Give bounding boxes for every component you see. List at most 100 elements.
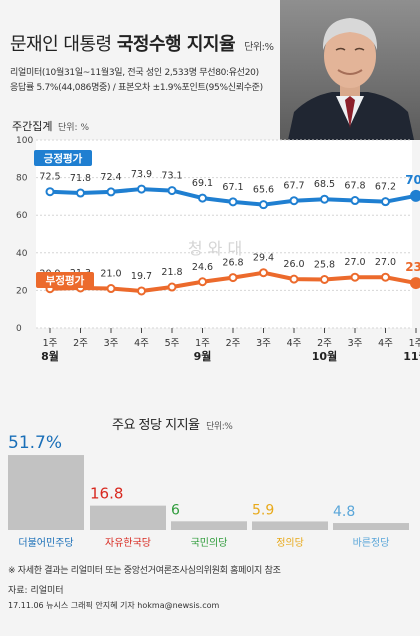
party-value-label: 5.9: [252, 502, 274, 518]
x-tick-label: 3주: [348, 338, 363, 349]
data-point: [137, 286, 146, 296]
y-tick-label: 80: [16, 174, 28, 184]
party-bar: [171, 521, 247, 530]
survey-line-1: 리얼미터(10월31일~11월3일, 전국 성인 2,533명 무선80:유선2…: [10, 68, 259, 78]
x-tick-label: 3주: [104, 338, 119, 349]
data-point: [259, 268, 268, 278]
data-label: 71.8: [70, 173, 91, 184]
data-point: [381, 197, 390, 207]
footer-credit: 17.11.06 뉴시스 그래픽 안지혜 기자 hokma@newsis.com: [8, 601, 220, 610]
party-bar: [252, 521, 328, 530]
party-value-label: 4.8: [333, 504, 355, 520]
plot-area: [36, 140, 412, 328]
month-label: 9월: [194, 349, 212, 363]
data-label: 72.4: [100, 172, 121, 183]
data-point: [198, 277, 207, 287]
data-point: [106, 187, 116, 197]
data-label: 68.5: [314, 179, 335, 190]
x-tick-label: 1주: [409, 338, 420, 349]
x-tick-label: 1주: [43, 338, 58, 349]
data-point: [198, 193, 207, 203]
party-name-label: 자유한국당: [105, 537, 151, 549]
data-label: 67.1: [222, 182, 243, 193]
series-name-box: [34, 150, 92, 166]
title-unit: 단위:%: [244, 42, 274, 53]
data-label: 25.8: [314, 259, 335, 270]
weekly-label: 주간집계 단위: %: [12, 118, 89, 134]
data-label: 29.4: [253, 253, 274, 264]
weekly-unit: 단위: %: [57, 123, 89, 133]
data-label: 27.0: [375, 257, 396, 268]
party-bar-chart: 51.7% 더불어민주당 16.8 자유한국당 6 국민의당 5.9 정의당 4.8 바른정당: [8, 433, 409, 549]
party-name-label: 정의당: [276, 537, 304, 549]
data-label: 27.0: [344, 257, 365, 268]
data-point: [350, 196, 360, 206]
data-label: 67.7: [283, 181, 304, 192]
y-tick-label: 0: [16, 324, 22, 334]
data-label: 73.1: [161, 171, 182, 182]
x-tick-label: 2주: [226, 338, 241, 349]
party-section-title: 주요 정당 지지율 단위:%: [112, 414, 233, 433]
data-point: [106, 284, 116, 294]
line-chart-series: 72.5 71.8 72.4 73.9 73.1 69.1 67.1 65.6 67.7 68.5…: [34, 150, 420, 296]
x-tick-label: 4주: [287, 338, 302, 349]
data-label: 24.6: [192, 262, 213, 273]
party-title-text: 주요 정당 지지율: [112, 418, 200, 433]
footer-source: 자료: 리얼미터: [8, 586, 64, 596]
series-name: 부정평가: [46, 274, 85, 287]
x-tick-label: 4주: [134, 338, 149, 349]
data-label: 21.0: [100, 269, 121, 280]
data-label: 26.8: [222, 258, 243, 269]
party-name-label: 국민의당: [191, 537, 228, 549]
data-label: 70.3: [405, 173, 420, 187]
y-tick-label: 20: [16, 286, 28, 296]
data-label: 19.7: [131, 271, 152, 282]
data-point: [76, 188, 85, 198]
survey-line-2: 응답률 5.7%(44,086명중) / 표본오차 ±1.9%포인트(95%신뢰…: [10, 83, 263, 93]
x-tick-label: 2주: [317, 338, 332, 349]
data-label: 26.0: [283, 259, 304, 270]
data-point: [167, 186, 177, 196]
party-value-label: 51.7%: [8, 433, 62, 453]
data-point: [410, 277, 420, 290]
x-tick-label: 1주: [195, 338, 210, 349]
data-point: [410, 189, 420, 202]
title-bold: 국정수행 지지율: [116, 34, 236, 55]
footer-note: ※ 자세한 결과는 리얼미터 또는 중앙선거여론조사심의위원회 홈페이지 참조: [8, 566, 281, 576]
data-point: [228, 197, 238, 207]
data-label: 69.1: [192, 178, 213, 189]
y-tick-label: 60: [16, 211, 28, 221]
series-name: 긍정평가: [44, 152, 83, 165]
data-point: [381, 272, 390, 282]
line-chart-x-axis: 1주2주3주4주5주1주2주3주4주2주3주4주1주8월9월10월11월: [41, 328, 420, 363]
x-tick-label: 3주: [256, 338, 271, 349]
x-tick-label: 5주: [165, 338, 180, 349]
data-point: [137, 184, 146, 194]
data-label: 73.9: [131, 169, 152, 180]
data-label: 65.6: [253, 185, 274, 196]
x-tick-label: 2주: [73, 338, 88, 349]
series-name-box: [36, 272, 94, 288]
data-point: [228, 273, 238, 283]
y-tick-label: 100: [16, 136, 33, 146]
data-point: [320, 194, 329, 204]
survey-info: 리얼미터(10월31일~11월3일, 전국 성인 2,533명 무선80:유선2…: [10, 66, 263, 96]
data-label: 67.8: [344, 181, 365, 192]
party-bar: [8, 455, 84, 530]
month-label: 8월: [41, 349, 59, 363]
party-value-label: 16.8: [90, 485, 123, 503]
president-portrait: [280, 0, 420, 140]
data-label: 23.9: [405, 260, 420, 274]
data-label: 72.5: [39, 172, 60, 183]
data-point: [45, 187, 55, 197]
page-title: 문재인 대통령 국정수행 지지율 단위:%: [10, 30, 274, 56]
data-label: 67.2: [375, 182, 396, 193]
title-normal: 문재인 대통령: [10, 34, 112, 55]
data-point: [167, 282, 177, 292]
approval-line-chart: 0 20 40 60 80 100 청 와 대 72.5 71.8 72.4 73.9 73.1 6…: [16, 136, 420, 363]
party-name-label: 바른정당: [353, 537, 390, 549]
month-label: 11월: [403, 349, 420, 363]
y-tick-label: 40: [16, 249, 28, 259]
data-point: [350, 272, 360, 282]
data-point: [289, 196, 299, 206]
